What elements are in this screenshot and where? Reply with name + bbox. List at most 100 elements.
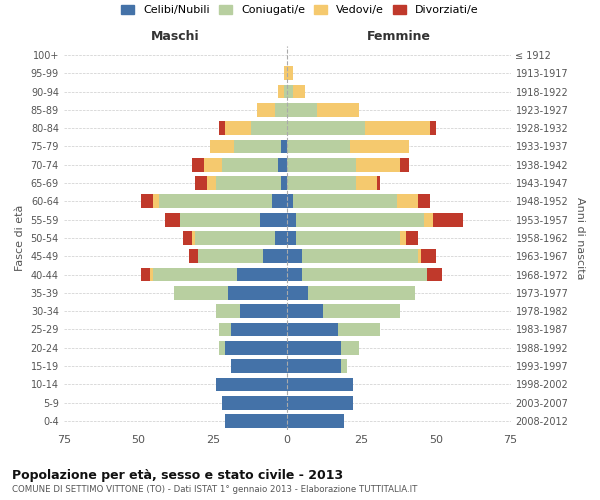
Bar <box>356 158 400 172</box>
Bar <box>281 140 287 153</box>
Bar <box>287 396 353 409</box>
Bar <box>430 122 436 135</box>
Bar <box>165 213 180 226</box>
Bar <box>287 84 293 98</box>
Bar <box>153 194 159 208</box>
Bar <box>287 322 338 336</box>
Bar <box>287 359 341 373</box>
Bar <box>287 194 293 208</box>
Bar <box>302 268 427 281</box>
Bar <box>221 396 287 409</box>
Bar <box>210 140 233 153</box>
Bar <box>287 304 323 318</box>
Text: COMUNE DI SETTIMO VITTONE (TO) - Dati ISTAT 1° gennaio 2013 - Elaborazione TUTTI: COMUNE DI SETTIMO VITTONE (TO) - Dati IS… <box>12 485 418 494</box>
Bar <box>287 176 356 190</box>
Bar <box>356 176 377 190</box>
Bar <box>296 213 424 226</box>
Bar <box>296 231 400 245</box>
Bar <box>230 322 287 336</box>
Bar <box>287 378 353 391</box>
Bar <box>287 414 344 428</box>
Bar <box>308 286 415 300</box>
Bar <box>153 268 236 281</box>
Bar <box>198 250 263 263</box>
Bar <box>287 250 302 263</box>
Bar <box>418 250 421 263</box>
Bar <box>260 213 287 226</box>
Bar <box>150 268 153 281</box>
Bar <box>263 250 287 263</box>
Bar <box>365 122 430 135</box>
Bar <box>141 268 150 281</box>
Bar <box>284 66 287 80</box>
Bar <box>281 176 287 190</box>
Bar <box>275 103 287 117</box>
Bar <box>189 250 198 263</box>
Bar <box>218 341 224 354</box>
Bar <box>257 103 275 117</box>
Bar <box>424 213 433 226</box>
Bar <box>195 231 275 245</box>
Text: Maschi: Maschi <box>151 30 200 43</box>
Bar <box>287 140 350 153</box>
Bar <box>338 322 380 336</box>
Bar <box>204 158 221 172</box>
Bar <box>221 158 278 172</box>
Bar <box>400 231 406 245</box>
Y-axis label: Fasce di età: Fasce di età <box>15 205 25 271</box>
Bar <box>287 231 296 245</box>
Bar <box>421 250 436 263</box>
Bar <box>293 84 305 98</box>
Text: Popolazione per età, sesso e stato civile - 2013: Popolazione per età, sesso e stato civil… <box>12 469 343 482</box>
Bar <box>287 213 296 226</box>
Bar <box>192 231 195 245</box>
Bar <box>433 213 463 226</box>
Bar <box>287 341 341 354</box>
Bar <box>227 286 287 300</box>
Bar <box>233 140 281 153</box>
Bar <box>400 158 409 172</box>
Bar <box>216 378 287 391</box>
Bar <box>272 194 287 208</box>
Bar <box>287 158 356 172</box>
Bar <box>278 84 284 98</box>
Bar <box>287 122 365 135</box>
Bar <box>183 231 192 245</box>
Bar <box>302 250 418 263</box>
Bar <box>397 194 418 208</box>
Bar <box>418 194 430 208</box>
Bar <box>317 103 359 117</box>
Bar <box>224 122 251 135</box>
Bar <box>287 286 308 300</box>
Y-axis label: Anni di nascita: Anni di nascita <box>575 196 585 279</box>
Bar <box>192 158 204 172</box>
Bar <box>275 231 287 245</box>
Legend: Celibi/Nubili, Coniugati/e, Vedovi/e, Divorziati/e: Celibi/Nubili, Coniugati/e, Vedovi/e, Di… <box>117 0 483 20</box>
Bar <box>216 304 239 318</box>
Bar <box>406 231 418 245</box>
Bar <box>341 341 359 354</box>
Bar <box>239 304 287 318</box>
Bar <box>287 268 302 281</box>
Bar <box>159 194 272 208</box>
Bar <box>224 341 287 354</box>
Bar <box>287 66 293 80</box>
Bar <box>287 103 317 117</box>
Bar <box>377 176 380 190</box>
Bar <box>224 414 287 428</box>
Bar <box>174 286 227 300</box>
Bar <box>251 122 287 135</box>
Bar <box>180 213 260 226</box>
Bar <box>230 359 287 373</box>
Bar <box>236 268 287 281</box>
Text: Femmine: Femmine <box>367 30 431 43</box>
Bar <box>278 158 287 172</box>
Bar <box>293 194 397 208</box>
Bar <box>141 194 153 208</box>
Bar <box>341 359 347 373</box>
Bar <box>207 176 216 190</box>
Bar <box>218 322 230 336</box>
Bar <box>323 304 400 318</box>
Bar <box>195 176 207 190</box>
Bar <box>350 140 409 153</box>
